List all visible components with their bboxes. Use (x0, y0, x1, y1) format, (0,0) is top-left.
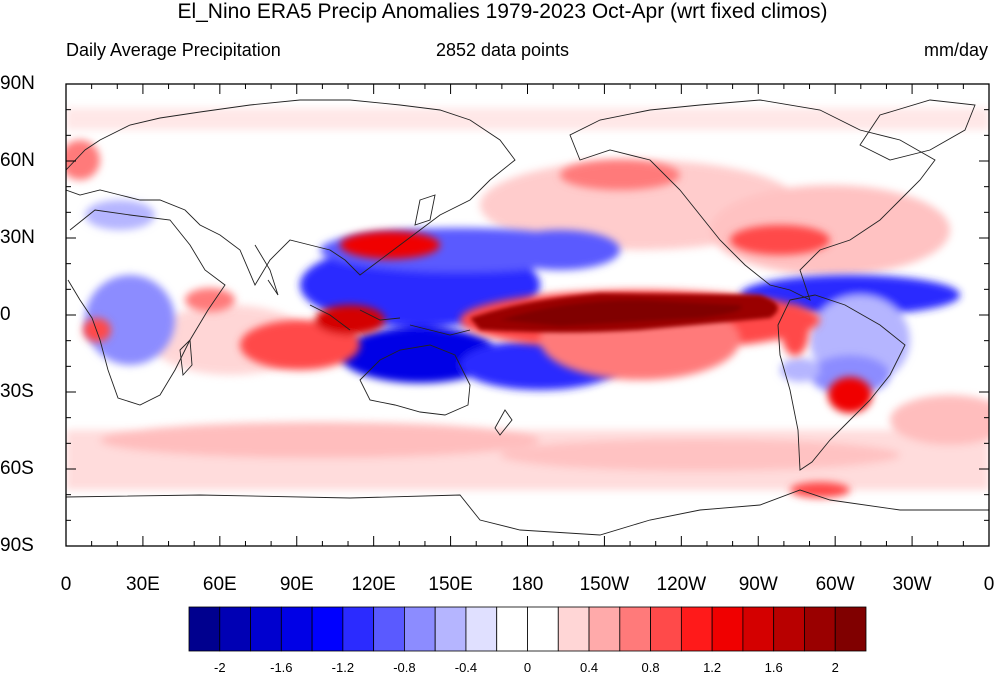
lat-label: 30N (0, 227, 35, 248)
colorbar-swatch (250, 606, 282, 652)
lon-label: 30E (126, 574, 160, 595)
colorbar-swatch (527, 606, 559, 652)
colorbar-swatch (773, 606, 805, 652)
units-label: mm/day (923, 40, 988, 60)
colorbar-swatch (465, 606, 498, 652)
variable-label: Daily Average Precipitation (66, 40, 281, 60)
colorbar-label: 1.6 (764, 660, 783, 675)
data-points-label: 2852 data points (435, 40, 570, 60)
colorbar-label: -1.6 (270, 660, 293, 675)
colorbar-label: -2 (213, 660, 226, 675)
colorbar-swatch (588, 606, 621, 652)
lon-label: 90W (738, 574, 778, 595)
colorbar-swatch (711, 606, 744, 652)
colorbar-label: -0.4 (454, 660, 478, 675)
colorbar-label: -1.2 (331, 660, 355, 675)
colorbar-swatch (650, 606, 682, 652)
colorbar-swatch (557, 606, 590, 652)
lon-label: 60E (202, 574, 237, 595)
lat-label: 90N (0, 73, 35, 94)
colorbar-swatch (311, 606, 344, 652)
colorbar-label: 0 (523, 660, 532, 675)
colorbar-swatch (434, 606, 467, 652)
colorbar-swatch (219, 606, 251, 652)
lon-label: 60W (815, 574, 855, 595)
colorbar-swatch (496, 606, 528, 652)
colorbar-swatch (680, 606, 713, 652)
lat-label: 0 (0, 304, 11, 325)
colorbar (188, 606, 867, 652)
colorbar-label: 1.2 (703, 660, 722, 675)
anomaly-field (66, 84, 989, 546)
colorbar-swatch (404, 606, 436, 652)
lon-label: 150E (428, 574, 473, 595)
lat-label: 60N (0, 150, 35, 171)
colorbar-swatch (342, 606, 375, 652)
colorbar-label: -0.8 (393, 660, 416, 675)
colorbar-swatch (804, 606, 836, 652)
colorbar-swatch (742, 606, 775, 652)
axis-ticks (65, 83, 990, 547)
lat-label: 90S (0, 535, 34, 556)
lat-label: 30S (0, 381, 34, 402)
colorbar-swatch (619, 606, 651, 652)
lon-label: 120E (351, 574, 396, 595)
lon-label: 150W (579, 574, 630, 595)
colorbar-swatch (280, 606, 313, 652)
colorbar-label: 2 (831, 660, 839, 675)
lon-label: 0 (60, 574, 72, 595)
map-title: El_Nino ERA5 Precip Anomalies 1979-2023 … (177, 0, 828, 23)
coastlines (66, 99, 989, 536)
colorbar-swatch (373, 606, 405, 652)
colorbar-swatch (834, 606, 867, 652)
lon-label: 180 (511, 574, 544, 595)
lon-label: 0 (983, 574, 995, 595)
colorbar-label: 0.8 (641, 660, 660, 675)
lon-label: 90E (279, 574, 314, 595)
lon-label: 120W (656, 574, 707, 595)
lon-label: 30W (892, 574, 932, 595)
colorbar-label: 0.4 (579, 660, 599, 675)
lat-label: 60S (0, 458, 34, 479)
colorbar-swatch (188, 606, 221, 652)
